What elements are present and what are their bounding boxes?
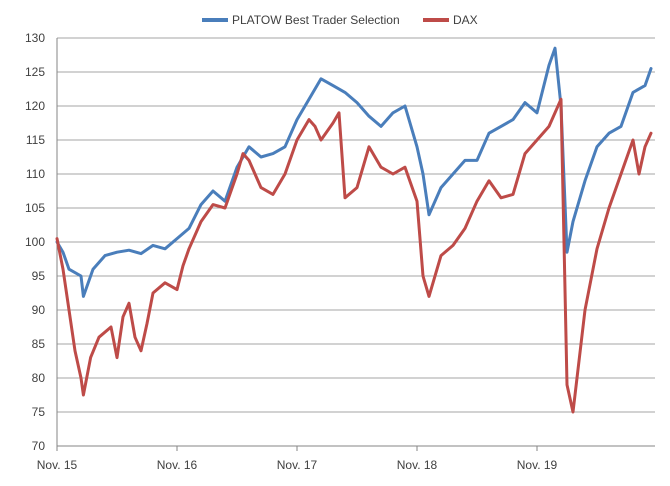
x-tick-label: Nov. 17: [277, 458, 318, 472]
y-tick-label: 130: [25, 31, 45, 45]
y-tick-label: 120: [25, 99, 45, 113]
legend-label: DAX: [453, 13, 478, 27]
x-axis-tick-labels: Nov. 15 Nov. 16 Nov. 17 Nov. 18 Nov. 19: [37, 458, 558, 472]
y-tick-label: 115: [26, 133, 45, 147]
y-tick-label: 110: [26, 167, 45, 181]
series-line-dax: [55, 97, 653, 414]
y-axis-tick-labels: 70 75 80 85 90 95 100 105 110 115 120 125 130: [25, 31, 45, 453]
y-tick-label: 125: [25, 65, 45, 79]
x-tick-label: Nov. 19: [517, 458, 558, 472]
x-tick-label: Nov. 15: [37, 458, 78, 472]
y-tick-label: 105: [25, 201, 45, 215]
series-lines: [55, 46, 653, 414]
series-line-platow: [55, 46, 653, 298]
legend-label: PLATOW Best Trader Selection: [232, 13, 400, 27]
legend: PLATOW Best Trader Selection DAX: [202, 13, 478, 27]
y-tick-label: 70: [32, 439, 46, 453]
y-tick-label: 85: [32, 337, 46, 351]
y-tick-label: 100: [25, 235, 45, 249]
x-tick-label: Nov. 16: [157, 458, 198, 472]
y-tick-label: 95: [32, 269, 46, 283]
gridlines: [57, 37, 655, 413]
y-tick-label: 90: [32, 303, 46, 317]
y-tick-label: 80: [32, 371, 46, 385]
x-tick-label: Nov. 18: [397, 458, 438, 472]
y-tick-label: 75: [32, 405, 46, 419]
